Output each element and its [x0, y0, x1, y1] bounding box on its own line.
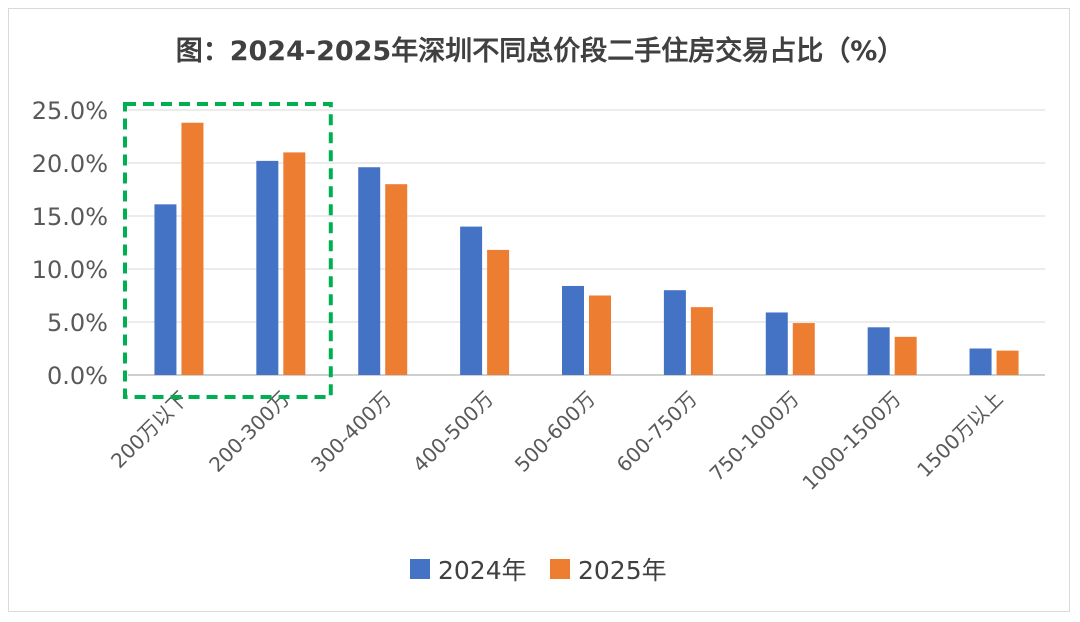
- y-axis-ticks: 0.0% 5.0% 10.0% 15.0% 20.0% 25.0%: [32, 97, 108, 390]
- legend-swatch: [410, 559, 430, 579]
- bar-series1: [969, 348, 992, 375]
- bars: [154, 122, 1019, 375]
- bar-series2: [894, 336, 917, 375]
- gridlines: [128, 109, 1045, 376]
- y-tick-label: 5.0%: [47, 309, 108, 337]
- highlight-box: [123, 102, 333, 399]
- bar-series2: [385, 184, 408, 375]
- x-tick-label: 200万以下: [106, 387, 192, 473]
- y-tick-label: 10.0%: [32, 256, 108, 284]
- bar-series2: [283, 152, 306, 375]
- x-tick-label: 500-600万: [510, 387, 600, 477]
- bar-series1: [154, 204, 177, 375]
- x-tick-label: 600-750万: [612, 387, 702, 477]
- x-tick-label: 1000-1500万: [798, 387, 906, 495]
- legend-label: 2024年: [438, 556, 527, 585]
- legend: 2024年 2025年: [410, 556, 667, 585]
- bar-series2: [589, 295, 611, 375]
- bar-series2: [996, 350, 1019, 375]
- x-tick-label: 1500万以上: [912, 387, 1007, 482]
- bar-series2: [690, 307, 713, 375]
- bar-series2: [792, 323, 815, 375]
- y-tick-label: 15.0%: [32, 203, 108, 231]
- x-tick-label: 200-300万: [204, 387, 294, 477]
- legend-label: 2025年: [578, 556, 667, 585]
- bar-series1: [460, 226, 483, 375]
- bar-series1: [765, 312, 788, 375]
- y-tick-label: 20.0%: [32, 150, 108, 178]
- bar-series2: [181, 122, 204, 375]
- bar-series1: [867, 327, 890, 375]
- chart-title: 图：2024-2025年深圳不同总价段二手住房交易占比（%）: [176, 35, 905, 67]
- y-tick-label: 25.0%: [32, 97, 108, 125]
- bar-series1: [562, 285, 584, 375]
- x-axis-labels: 200万以下 200-300万 300-400万 400-500万 500-600万 60…: [106, 387, 1008, 495]
- y-tick-label: 0.0%: [47, 362, 108, 390]
- x-tick-label: 300-400万: [306, 387, 396, 477]
- bar-series1: [358, 167, 381, 375]
- x-tick-label: 750-1000万: [705, 387, 804, 486]
- x-tick-label: 400-500万: [408, 387, 498, 477]
- bar-series1: [256, 160, 279, 375]
- bar-series2: [487, 249, 510, 375]
- legend-swatch: [550, 559, 570, 579]
- bar-series1: [663, 290, 686, 375]
